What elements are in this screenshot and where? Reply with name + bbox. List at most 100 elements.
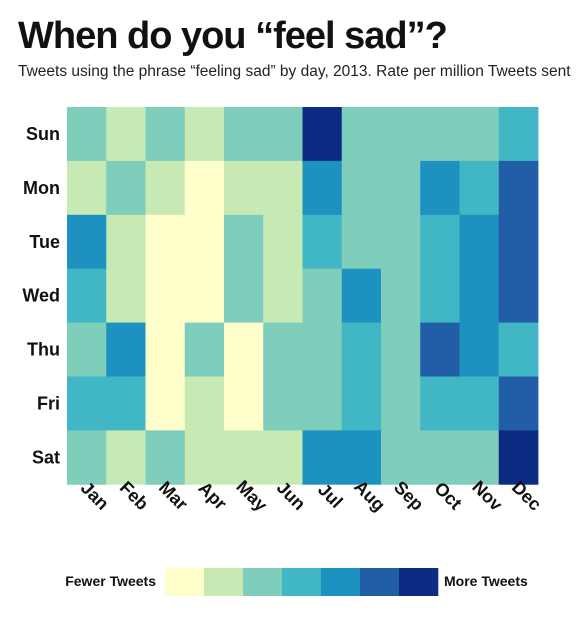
heatmap-cell-fri-oct — [420, 376, 460, 431]
heatmap-cell-fri-jul — [302, 376, 343, 431]
heatmap-cells — [67, 107, 539, 485]
heatmap-cell-wed-jan — [67, 268, 107, 323]
heatmap-cell-wed-mar — [145, 268, 186, 323]
heatmap-cell-sun-mar — [145, 107, 186, 162]
heatmap-cell-sat-jan — [67, 430, 107, 485]
heatmap-cell-sat-apr — [184, 430, 225, 485]
heatmap-cell-tue-apr — [184, 214, 225, 270]
y-tick-label-mon: Mon — [23, 178, 60, 198]
heatmap-cell-tue-nov — [459, 214, 500, 270]
heatmap-cell-sun-apr — [184, 107, 225, 162]
heatmap-cell-tue-jan — [67, 214, 107, 270]
heatmap-cell-mon-dec — [498, 160, 539, 216]
heatmap-cell-mon-jun — [263, 160, 303, 216]
legend-swatch-1 — [165, 568, 205, 596]
legend-swatch-2 — [204, 568, 244, 596]
heatmap-cell-mon-oct — [420, 160, 460, 216]
heatmap-cell-sat-mar — [145, 430, 186, 485]
heatmap-cell-fri-jan — [67, 376, 107, 431]
heatmap-cell-mon-feb — [106, 160, 146, 216]
heatmap-cell-thu-jan — [67, 322, 107, 377]
heatmap-cell-tue-may — [224, 214, 264, 270]
heatmap-cell-thu-aug — [341, 322, 382, 377]
heatmap-cell-sun-dec — [498, 107, 539, 162]
heatmap-cell-sat-nov — [459, 430, 500, 485]
heatmap-cell-tue-sep — [381, 214, 421, 270]
heatmap-cell-fri-mar — [145, 376, 186, 431]
heatmap-cell-sat-dec — [498, 430, 539, 485]
heatmap-cell-sun-jun — [263, 107, 303, 162]
heatmap-cell-wed-jul — [302, 268, 343, 323]
heatmap-cell-sat-jul — [302, 430, 343, 485]
heatmap-cell-wed-sep — [381, 268, 421, 323]
heatmap-cell-thu-apr — [184, 322, 225, 377]
heatmap-cell-thu-jun — [263, 322, 303, 377]
legend-swatch-6 — [360, 568, 400, 596]
heatmap-cell-thu-nov — [459, 322, 500, 377]
heatmap-cell-wed-jun — [263, 268, 303, 323]
y-axis-labels: Sun Mon Tue Wed Thu Fri Sat — [22, 124, 60, 467]
heatmap-cell-sun-jan — [67, 107, 107, 162]
heatmap-cell-wed-apr — [184, 268, 225, 323]
heatmap-cell-mon-may — [224, 160, 264, 216]
heatmap-cell-mon-mar — [145, 160, 186, 216]
legend-high-label: More Tweets — [444, 573, 528, 589]
chart-title: When do you “feel sad”? — [18, 15, 448, 57]
heatmap-cell-fri-dec — [498, 376, 539, 431]
heatmap-cell-mon-jul — [302, 160, 343, 216]
heatmap-cell-thu-oct — [420, 322, 460, 377]
heatmap-cell-thu-sep — [381, 322, 421, 377]
heatmap-cell-sat-may — [224, 430, 264, 485]
heatmap-cell-mon-nov — [459, 160, 500, 216]
heatmap-cell-fri-nov — [459, 376, 500, 431]
heatmap-cell-fri-aug — [341, 376, 382, 431]
heatmap-cell-thu-may — [224, 322, 264, 377]
heatmap-cell-tue-oct — [420, 214, 460, 270]
legend-swatch-7 — [399, 568, 439, 596]
heatmap-cell-thu-feb — [106, 322, 146, 377]
heatmap-cell-sun-nov — [459, 107, 500, 162]
heatmap-cell-sun-may — [224, 107, 264, 162]
heatmap-cell-tue-jul — [302, 214, 343, 270]
heatmap-cell-tue-mar — [145, 214, 186, 270]
heatmap-cell-mon-apr — [184, 160, 225, 216]
heatmap-cell-wed-feb — [106, 268, 146, 323]
heatmap-cell-mon-aug — [341, 160, 382, 216]
legend-swatch-5 — [321, 568, 361, 596]
legend: Fewer Tweets More Tweets — [65, 568, 528, 596]
heatmap-cell-fri-jun — [263, 376, 303, 431]
legend-swatch-3 — [243, 568, 283, 596]
heatmap-cell-fri-feb — [106, 376, 146, 431]
y-tick-label-wed: Wed — [22, 286, 60, 306]
heatmap-cell-tue-feb — [106, 214, 146, 270]
y-tick-label-fri: Fri — [37, 393, 60, 413]
heatmap-cell-wed-dec — [498, 268, 539, 323]
heatmap-cell-wed-nov — [459, 268, 500, 323]
y-tick-label-tue: Tue — [29, 232, 60, 252]
heatmap-cell-mon-jan — [67, 160, 107, 216]
heatmap-cell-wed-oct — [420, 268, 460, 323]
heatmap-cell-sat-sep — [381, 430, 421, 485]
legend-swatch-4 — [282, 568, 322, 596]
heatmap-cell-wed-may — [224, 268, 264, 323]
heatmap-cell-fri-apr — [184, 376, 225, 431]
heatmap-cell-sat-feb — [106, 430, 146, 485]
heatmap-cell-sat-oct — [420, 430, 460, 485]
heatmap-cell-tue-jun — [263, 214, 303, 270]
heatmap-cell-tue-aug — [341, 214, 382, 270]
heatmap-cell-thu-jul — [302, 322, 343, 377]
heatmap-cell-sat-aug — [341, 430, 382, 485]
heatmap-cell-sun-oct — [420, 107, 460, 162]
heatmap-cell-sun-sep — [381, 107, 421, 162]
heatmap-cell-sun-aug — [341, 107, 382, 162]
heatmap-cell-fri-sep — [381, 376, 421, 431]
y-tick-label-sat: Sat — [32, 447, 60, 467]
heatmap-cell-fri-may — [224, 376, 264, 431]
legend-swatches — [165, 568, 439, 596]
heatmap-cell-tue-dec — [498, 214, 539, 270]
y-tick-label-thu: Thu — [27, 340, 60, 360]
y-tick-label-sun: Sun — [26, 124, 60, 144]
chart-subtitle: Tweets using the phrase “feeling sad” by… — [18, 63, 571, 80]
heatmap-cell-thu-mar — [145, 322, 186, 377]
